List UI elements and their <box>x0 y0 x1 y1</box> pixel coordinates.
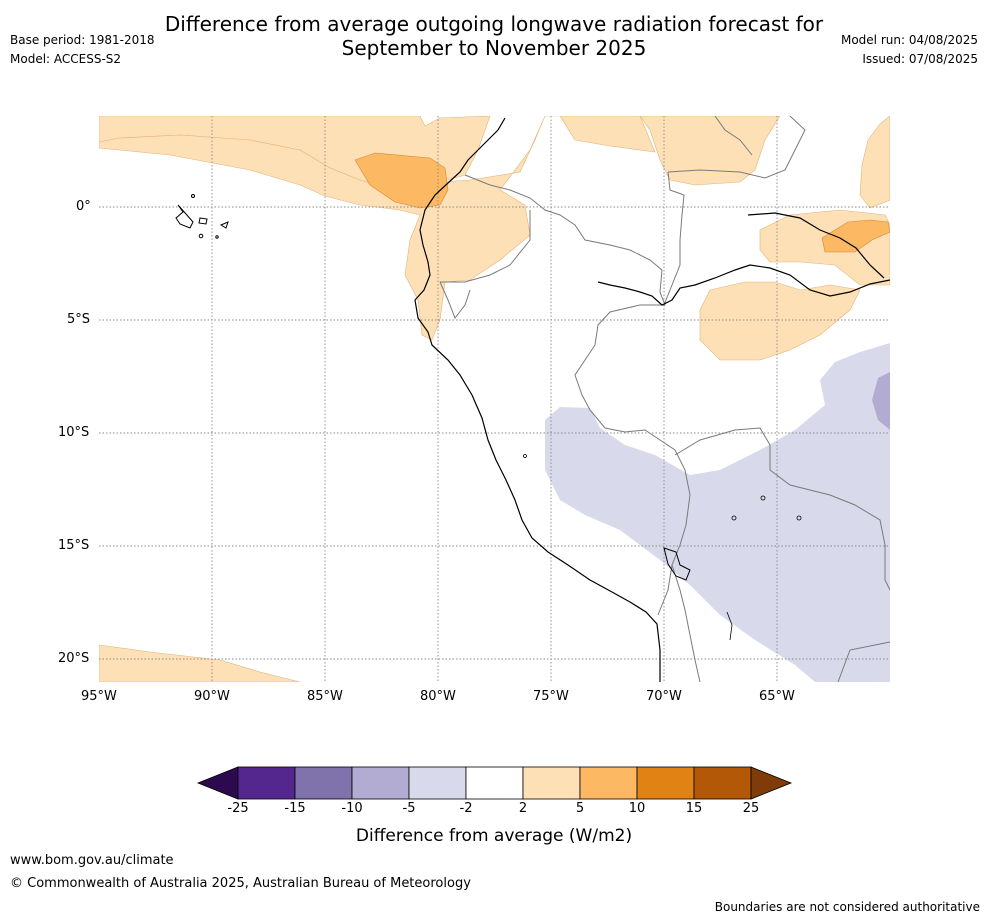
colorbar-tick: 5 <box>575 801 585 816</box>
small-lakes <box>523 454 802 641</box>
boundary-disclaimer: Boundaries are not considered authoritat… <box>714 900 980 914</box>
lon-label-85w: 85°W <box>307 689 343 704</box>
lat-label-20s: 20°S <box>58 651 90 666</box>
lat-label-10s: 10°S <box>58 425 90 440</box>
colorbar-extend-low <box>196 766 239 800</box>
country-boundaries <box>439 116 890 682</box>
colorbar-tick: 10 <box>628 801 646 816</box>
website-link[interactable]: www.bom.gov.au/climate <box>10 853 174 868</box>
base-period: Base period: 1981-2018 <box>10 33 155 47</box>
colorbar-bin <box>237 766 296 800</box>
colorbar-bin <box>408 766 467 800</box>
lon-label-65w: 65°W <box>759 689 795 704</box>
colorbar-label: Difference from average (W/m2) <box>355 826 633 846</box>
colorbar-tick: 25 <box>742 801 760 816</box>
colorbar-bin <box>579 766 638 800</box>
anomaly-purple <box>872 372 890 430</box>
lon-label-70w: 70°W <box>646 689 682 704</box>
colorbar-extend-high <box>750 766 793 800</box>
anomaly-orange <box>354 152 890 253</box>
copyright-notice: © Commonwealth of Australia 2025, Austra… <box>10 876 471 891</box>
colorbar-tick: -5 <box>402 801 416 816</box>
colorbar-bin <box>693 766 752 800</box>
lake-titicaca <box>663 547 691 581</box>
lon-label-95w: 95°W <box>81 689 117 704</box>
lon-label-80w: 80°W <box>420 689 456 704</box>
title-line-2: September to November 2025 <box>341 36 647 60</box>
colorbar-tick: -15 <box>284 801 306 816</box>
colorbar-bin <box>465 766 524 800</box>
graticule <box>99 116 890 682</box>
lat-label-0: 0° <box>76 199 91 214</box>
colorbar-tick: -10 <box>341 801 363 816</box>
colorbar-bin <box>636 766 695 800</box>
colorbar-bin <box>522 766 581 800</box>
lat-label-5s: 5°S <box>67 312 91 327</box>
lon-label-90w: 90°W <box>194 689 230 704</box>
colorbar-tick: -2 <box>459 801 473 816</box>
model-name: Model: ACCESS-S2 <box>10 52 122 66</box>
colorbar-tick: 15 <box>685 801 703 816</box>
coastline <box>414 117 890 682</box>
colorbar-tick: -25 <box>227 801 249 816</box>
issued-date: Issued: 07/08/2025 <box>862 52 978 66</box>
colorbar-bin <box>294 766 353 800</box>
galapagos-islands <box>175 194 229 239</box>
map-plot-area <box>99 116 890 682</box>
lon-label-75w: 75°W <box>533 689 569 704</box>
colorbar-bin <box>351 766 410 800</box>
model-run: Model run: 04/08/2025 <box>840 33 978 47</box>
colorbar-tick: 2 <box>518 801 528 816</box>
map-title: Difference from average outgoing longwav… <box>0 12 988 60</box>
lat-label-15s: 15°S <box>58 538 90 553</box>
title-line-1: Difference from average outgoing longwav… <box>164 12 824 36</box>
colorbar <box>196 766 793 800</box>
anomaly-light-purple <box>545 343 890 682</box>
